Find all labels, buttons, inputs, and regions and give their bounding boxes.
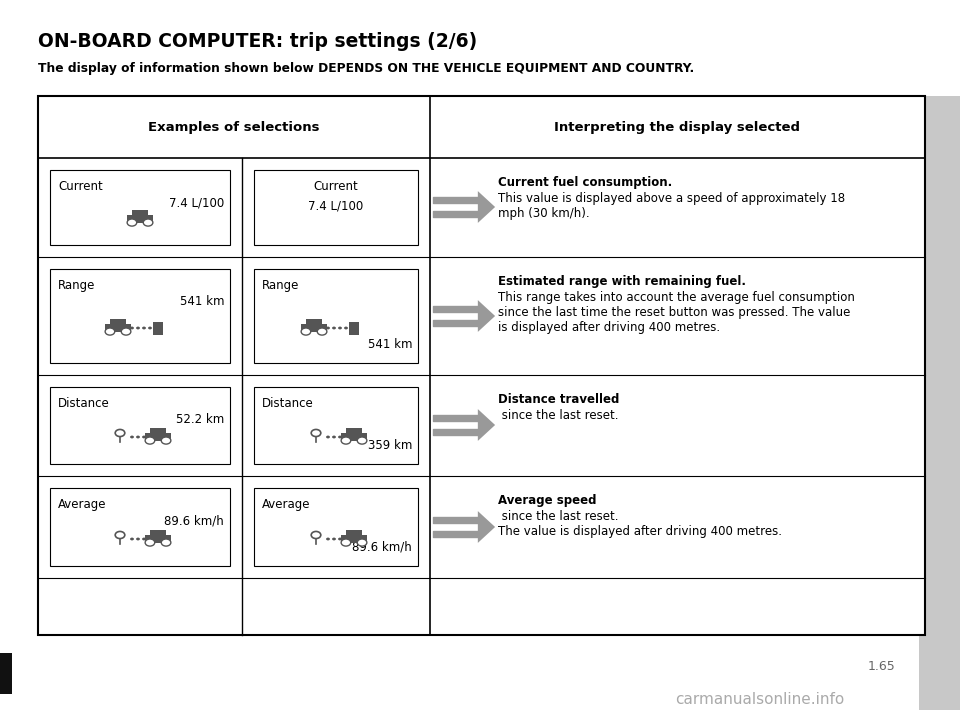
Polygon shape: [478, 511, 495, 543]
Text: is displayed after driving 400 metres.: is displayed after driving 400 metres.: [498, 321, 720, 334]
Circle shape: [131, 435, 133, 438]
Circle shape: [344, 435, 348, 438]
Circle shape: [145, 539, 155, 546]
Circle shape: [338, 537, 342, 540]
Text: Current: Current: [58, 180, 103, 193]
Text: Distance travelled: Distance travelled: [498, 393, 619, 406]
Bar: [154, 322, 163, 335]
Bar: [346, 428, 362, 434]
Text: Distance: Distance: [58, 397, 109, 410]
Text: 7.4 L/100: 7.4 L/100: [308, 200, 364, 213]
Circle shape: [338, 327, 342, 329]
Text: Estimated range with remaining fuel.: Estimated range with remaining fuel.: [498, 275, 746, 288]
Bar: [0, 653, 12, 694]
Bar: [306, 319, 322, 325]
Text: 89.6 km/h: 89.6 km/h: [164, 514, 224, 527]
Circle shape: [311, 430, 321, 437]
Circle shape: [148, 327, 152, 329]
Circle shape: [136, 327, 140, 329]
Bar: [110, 319, 126, 325]
Bar: [300, 324, 327, 332]
Text: since the last reset.: since the last reset.: [498, 510, 618, 523]
Circle shape: [121, 328, 131, 335]
Text: carmanualsonline.info: carmanualsonline.info: [676, 692, 845, 707]
Circle shape: [344, 327, 348, 329]
Polygon shape: [478, 300, 495, 332]
Circle shape: [145, 437, 155, 444]
Circle shape: [326, 327, 330, 329]
Bar: [341, 433, 368, 440]
Text: Current fuel consumption.: Current fuel consumption.: [498, 176, 672, 189]
Circle shape: [326, 537, 330, 540]
Circle shape: [326, 435, 330, 438]
Circle shape: [301, 328, 311, 335]
Bar: [145, 535, 172, 542]
Text: Distance: Distance: [262, 397, 314, 410]
Bar: [127, 215, 154, 222]
Circle shape: [106, 328, 115, 335]
Text: 1.65: 1.65: [867, 660, 895, 673]
Text: The value is displayed after driving 400 metres.: The value is displayed after driving 400…: [498, 525, 782, 538]
Bar: [150, 530, 166, 536]
Bar: [346, 530, 362, 536]
Circle shape: [161, 539, 171, 546]
Text: Current: Current: [314, 180, 358, 193]
Polygon shape: [478, 409, 495, 441]
Bar: [341, 535, 368, 542]
Circle shape: [148, 537, 152, 540]
Circle shape: [115, 532, 125, 539]
Circle shape: [357, 437, 367, 444]
Text: Examples of selections: Examples of selections: [148, 121, 320, 133]
Text: 52.2 km: 52.2 km: [176, 413, 224, 426]
Text: ON-BOARD COMPUTER: trip settings (2/6): ON-BOARD COMPUTER: trip settings (2/6): [38, 32, 477, 51]
Circle shape: [136, 537, 140, 540]
Text: since the last time the reset button was pressed. The value: since the last time the reset button was…: [498, 306, 851, 319]
Text: Range: Range: [58, 279, 95, 292]
Text: Interpreting the display selected: Interpreting the display selected: [554, 121, 800, 133]
Text: This value is displayed above a speed of approximately 18: This value is displayed above a speed of…: [498, 192, 845, 205]
Text: Average: Average: [262, 498, 310, 511]
Circle shape: [131, 327, 133, 329]
Bar: [150, 428, 166, 434]
Circle shape: [341, 437, 350, 444]
Circle shape: [338, 435, 342, 438]
Circle shape: [357, 539, 367, 546]
Circle shape: [142, 537, 146, 540]
Text: The display of information shown below DEPENDS ON THE VEHICLE EQUIPMENT AND COUN: The display of information shown below D…: [38, 62, 694, 75]
Text: 7.4 L/100: 7.4 L/100: [169, 196, 224, 209]
Circle shape: [148, 435, 152, 438]
Bar: [132, 210, 148, 216]
Bar: [349, 322, 359, 335]
Text: since the last reset.: since the last reset.: [498, 409, 618, 422]
Circle shape: [311, 532, 321, 539]
Circle shape: [341, 539, 350, 546]
Circle shape: [332, 327, 336, 329]
Text: 359 km: 359 km: [368, 439, 412, 452]
Circle shape: [332, 435, 336, 438]
Circle shape: [142, 327, 146, 329]
Bar: [105, 324, 132, 332]
Text: mph (30 km/h).: mph (30 km/h).: [498, 207, 589, 220]
Text: 541 km: 541 km: [180, 295, 224, 308]
Circle shape: [317, 328, 326, 335]
Text: Range: Range: [262, 279, 300, 292]
Circle shape: [143, 219, 153, 226]
Text: 541 km: 541 km: [368, 338, 412, 351]
Text: 89.6 km/h: 89.6 km/h: [352, 541, 412, 554]
Circle shape: [115, 430, 125, 437]
Text: This range takes into account the average fuel consumption: This range takes into account the averag…: [498, 291, 854, 304]
Polygon shape: [478, 191, 495, 223]
Circle shape: [332, 537, 336, 540]
Circle shape: [131, 537, 133, 540]
Bar: [919, 96, 960, 710]
Bar: [145, 433, 172, 440]
Circle shape: [161, 437, 171, 444]
Circle shape: [344, 537, 348, 540]
Circle shape: [142, 435, 146, 438]
Text: Average: Average: [58, 498, 107, 511]
Text: Average speed: Average speed: [498, 494, 596, 507]
Circle shape: [136, 435, 140, 438]
Circle shape: [127, 219, 136, 226]
